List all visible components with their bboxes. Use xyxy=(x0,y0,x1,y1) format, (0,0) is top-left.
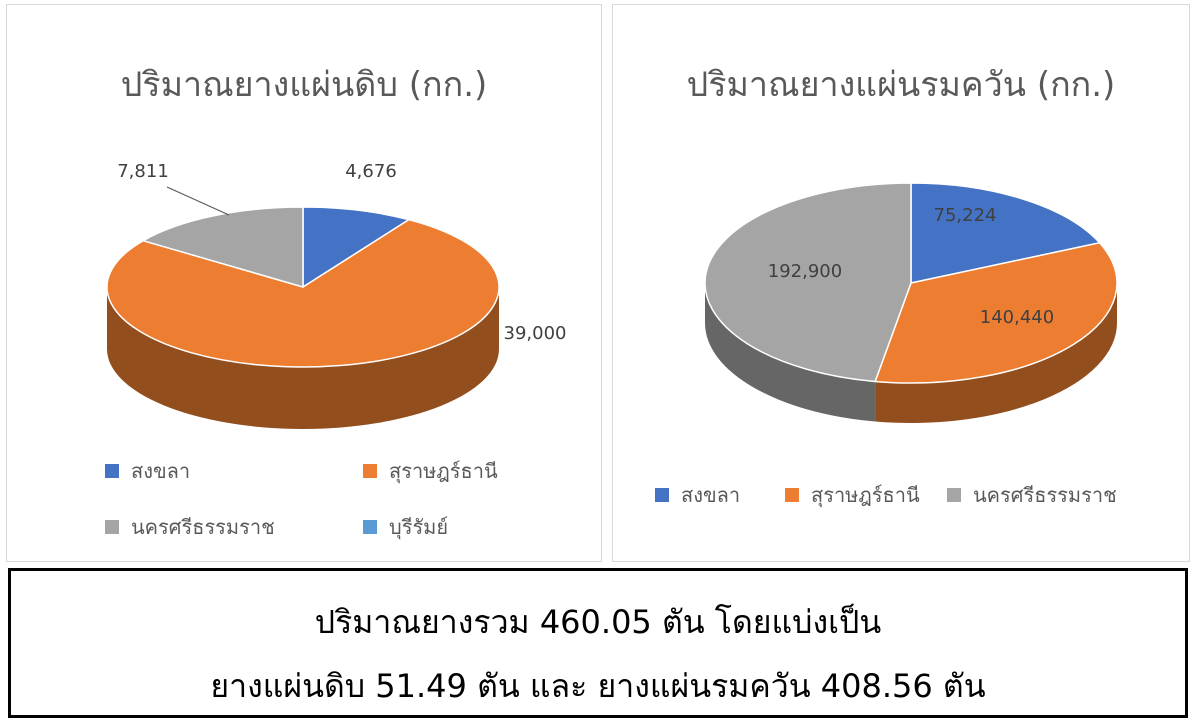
legend-label: นครศรีธรรมราช xyxy=(131,515,275,539)
pie-slice-side-1 xyxy=(875,283,1117,423)
summary-line-total: ปริมาณยางรวม 460.05 ตัน โดยแบ่งเป็น xyxy=(314,603,882,641)
pie-slice-2 xyxy=(704,182,912,383)
pie-slice-side-1 xyxy=(107,287,499,429)
legend-label: บุรีรัมย์ xyxy=(389,515,449,539)
legend-item-songkhla: สงขลา xyxy=(655,479,740,511)
chart-title: ปริมาณยางแผ่นดิบ (กก.) xyxy=(120,65,488,105)
chart-panel-smoked-sheet: ปริมาณยางแผ่นรมควัน (กก.) 75,224 140,440 1… xyxy=(612,4,1190,562)
leader-line xyxy=(166,186,230,216)
pie-chart-smoked-sheet: 75,224 140,440 192,900 xyxy=(704,182,1118,423)
legend-label: สุราษฎร์ธานี xyxy=(389,459,498,483)
legend-item-nakhon: นครศรีธรรมราช xyxy=(947,479,1117,511)
summary-line-breakdown: ยางแผ่นดิบ 51.49 ตัน และ ยางแผ่นรมควัน 4… xyxy=(210,667,986,705)
data-label-1: 39,000 xyxy=(504,323,567,344)
data-label-1: 140,440 xyxy=(980,307,1054,328)
legend-swatch xyxy=(363,464,377,478)
legend-swatch xyxy=(785,488,799,502)
legend-item-surat: สุราษฎร์ธานี xyxy=(785,479,920,511)
legend-item-songkhla: สงขลา xyxy=(105,455,190,487)
data-label-2: 192,900 xyxy=(768,261,842,282)
legend-swatch xyxy=(363,520,377,534)
legend-item-nakhon: นครศรีธรรมราช xyxy=(105,511,275,543)
pie-slice-1 xyxy=(874,241,1118,384)
legend-label: สงขลา xyxy=(681,483,741,507)
pie-chart-raw-sheet: 4,676 39,000 7,811 xyxy=(106,161,567,429)
legend-item-surat: สุราษฎร์ธานี xyxy=(363,455,498,487)
legend-swatch xyxy=(105,520,119,534)
legend-swatch xyxy=(105,464,119,478)
chart-title: ปริมาณยางแผ่นรมควัน (กก.) xyxy=(686,65,1116,105)
pie-slice-1 xyxy=(106,218,500,368)
summary-box: ปริมาณยางรวม 460.05 ตัน โดยแบ่งเป็น ยางแ… xyxy=(8,568,1188,718)
data-label-0: 4,676 xyxy=(345,161,397,182)
data-label-0: 75,224 xyxy=(934,205,997,226)
legend-swatch xyxy=(947,488,961,502)
legend-label: นครศรีธรรมราช xyxy=(973,483,1117,507)
pie-slice-side-2 xyxy=(705,283,876,422)
legend-swatch xyxy=(655,488,669,502)
legend-label: สงขลา xyxy=(131,459,191,483)
pie-slice-2 xyxy=(141,206,304,288)
pie-slice-0 xyxy=(910,182,1102,284)
legend-label: สุราษฎร์ธานี xyxy=(811,483,920,507)
legend-item-buriram: บุรีรัมย์ xyxy=(363,511,448,543)
data-label-2: 7,811 xyxy=(117,161,169,182)
pie-slice-0 xyxy=(302,206,411,289)
chart-panel-raw-sheet: ปริมาณยางแผ่นดิบ (กก.) 4,676 39,000 7,811 … xyxy=(6,4,602,562)
